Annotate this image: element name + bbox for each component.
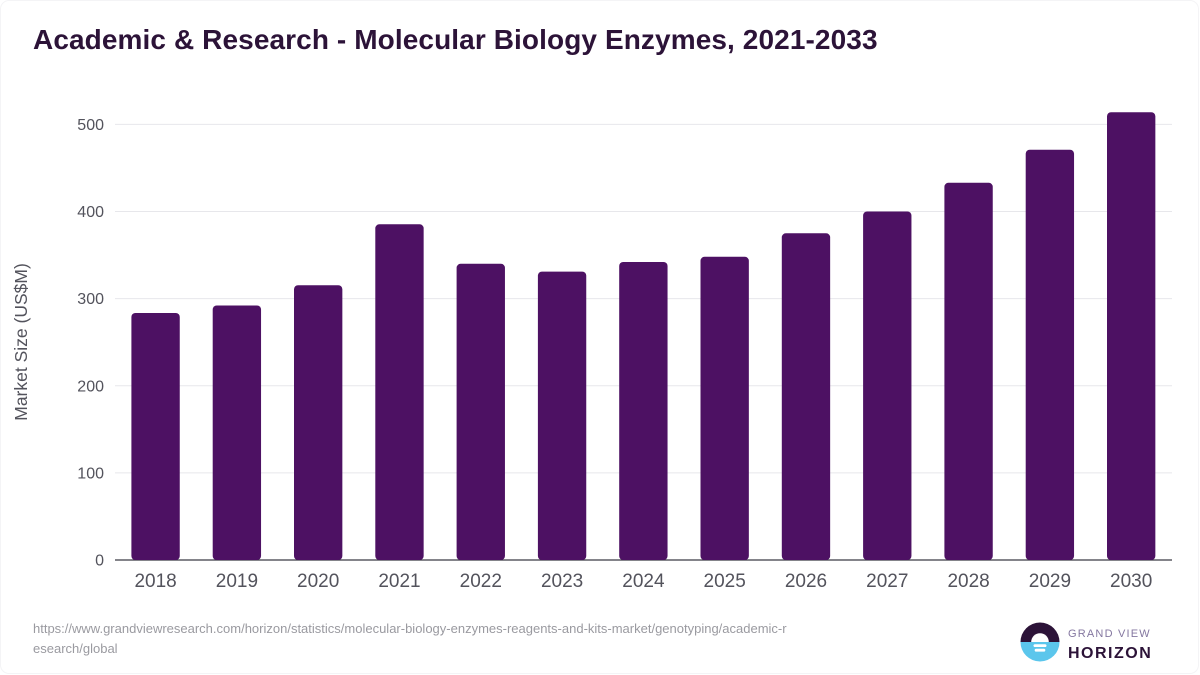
svg-text:2021: 2021 (378, 571, 420, 592)
svg-text:400: 400 (77, 204, 104, 221)
svg-text:300: 300 (77, 291, 104, 308)
svg-text:2026: 2026 (785, 571, 827, 592)
svg-text:2024: 2024 (622, 571, 665, 592)
svg-text:2028: 2028 (947, 571, 989, 592)
svg-text:2025: 2025 (704, 571, 746, 592)
svg-text:100: 100 (77, 465, 104, 482)
svg-text:2027: 2027 (866, 571, 908, 592)
svg-text:Market Size (US$M): Market Size (US$M) (11, 263, 31, 421)
svg-text:2029: 2029 (1029, 571, 1071, 592)
svg-text:200: 200 (77, 378, 104, 395)
svg-text:2018: 2018 (134, 571, 176, 592)
svg-text:2023: 2023 (541, 571, 583, 592)
svg-text:2019: 2019 (216, 571, 258, 592)
svg-text:2030: 2030 (1110, 571, 1152, 592)
svg-text:2022: 2022 (460, 571, 502, 592)
svg-text:0: 0 (95, 553, 104, 570)
svg-text:500: 500 (77, 117, 104, 134)
svg-text:2020: 2020 (297, 571, 339, 592)
